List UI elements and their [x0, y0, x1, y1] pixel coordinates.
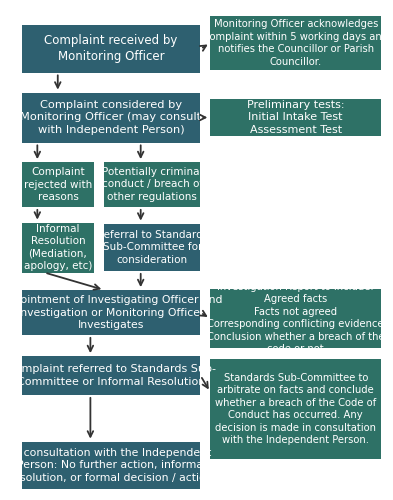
FancyBboxPatch shape [22, 356, 200, 395]
Text: Referral to Standards
Sub-Committee for
consideration: Referral to Standards Sub-Committee for … [97, 230, 208, 264]
Text: Monitoring Officer acknowledges
complaint within 5 working days and
notifies the: Monitoring Officer acknowledges complain… [204, 20, 388, 66]
FancyBboxPatch shape [210, 98, 381, 136]
FancyBboxPatch shape [104, 162, 200, 207]
FancyBboxPatch shape [22, 442, 200, 489]
Text: Complaint
rejected with
reasons: Complaint rejected with reasons [24, 167, 92, 202]
Text: Complaint considered by
Monitoring Officer (may consult
with Independent Person): Complaint considered by Monitoring Offic… [20, 100, 202, 135]
FancyBboxPatch shape [210, 288, 381, 348]
FancyBboxPatch shape [210, 359, 381, 459]
FancyBboxPatch shape [22, 222, 94, 272]
FancyBboxPatch shape [22, 25, 200, 72]
Text: Complaint referred to Standards Sub-
Committee or Informal Resolution: Complaint referred to Standards Sub- Com… [7, 364, 215, 386]
Text: Potentially criminal
conduct / breach of
other regulations: Potentially criminal conduct / breach of… [102, 167, 203, 202]
FancyBboxPatch shape [22, 290, 200, 335]
Text: Standards Sub-Committee to
arbitrate on facts and conclude
whether a breach of t: Standards Sub-Committee to arbitrate on … [215, 373, 376, 445]
FancyBboxPatch shape [22, 162, 94, 207]
Text: Appointment of Investigating Officer and
Investigation or Monitoring Officer
Inv: Appointment of Investigating Officer and… [0, 295, 223, 330]
FancyBboxPatch shape [210, 16, 381, 70]
Text: Complaint received by
Monitoring Officer: Complaint received by Monitoring Officer [44, 34, 178, 63]
FancyBboxPatch shape [104, 224, 200, 271]
Text: Informal
Resolution
(Mediation,
apology, etc): Informal Resolution (Mediation, apology,… [24, 224, 92, 271]
FancyBboxPatch shape [22, 92, 200, 142]
Text: Investigation Report to include:
Agreed facts
Facts not agreed
Corresponding con: Investigation Report to include: Agreed … [207, 282, 384, 354]
Text: In consultation with the Independent
Person: No further action, informal
resolut: In consultation with the Independent Per… [9, 448, 213, 482]
Text: Preliminary tests:
Initial Intake Test
Assessment Test: Preliminary tests: Initial Intake Test A… [247, 100, 345, 134]
